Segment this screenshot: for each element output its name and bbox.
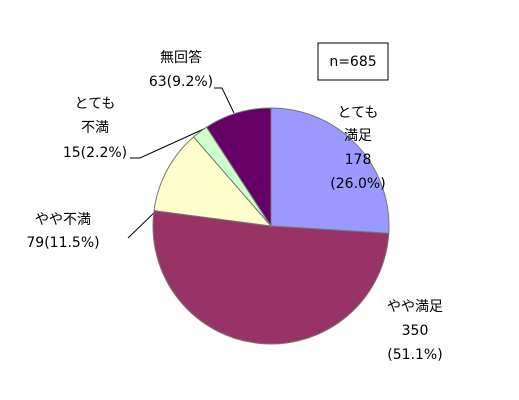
category-label: やや不満 xyxy=(35,212,91,228)
value-label: 350 xyxy=(402,323,429,339)
percent-label: (11.5%) xyxy=(44,235,99,251)
percent-label: (2.2%) xyxy=(81,145,128,161)
annotation: n=685 xyxy=(329,54,376,70)
category-label: とても xyxy=(75,96,116,112)
leader-line xyxy=(130,127,207,159)
pie-slice xyxy=(152,210,390,345)
category-label: 不満 xyxy=(81,120,109,136)
leader-line xyxy=(127,208,159,239)
pie-slice xyxy=(270,107,390,234)
value-label: 15 xyxy=(63,145,81,161)
value-label-group: 79(11.5%) xyxy=(26,235,99,251)
percent-label: (26.0%) xyxy=(330,176,385,192)
value-label: 63 xyxy=(149,74,167,90)
category-label: 無回答 xyxy=(160,49,202,66)
value-label: 178 xyxy=(345,152,372,168)
pie-slice xyxy=(205,107,272,228)
pie-slice xyxy=(153,136,273,227)
category-label: やや満足 xyxy=(387,299,443,315)
category-label: とても xyxy=(338,105,379,121)
value-label: 79 xyxy=(26,235,44,251)
percent-label: (9.2%) xyxy=(167,74,214,90)
category-label: 満足 xyxy=(344,128,372,144)
annotation-box xyxy=(317,42,389,81)
value-label-group: 63(9.2%) xyxy=(149,74,213,90)
leader-line xyxy=(214,87,235,114)
value-label-group: 15(2.2%) xyxy=(63,145,127,161)
percent-label: (51.1%) xyxy=(387,347,442,363)
